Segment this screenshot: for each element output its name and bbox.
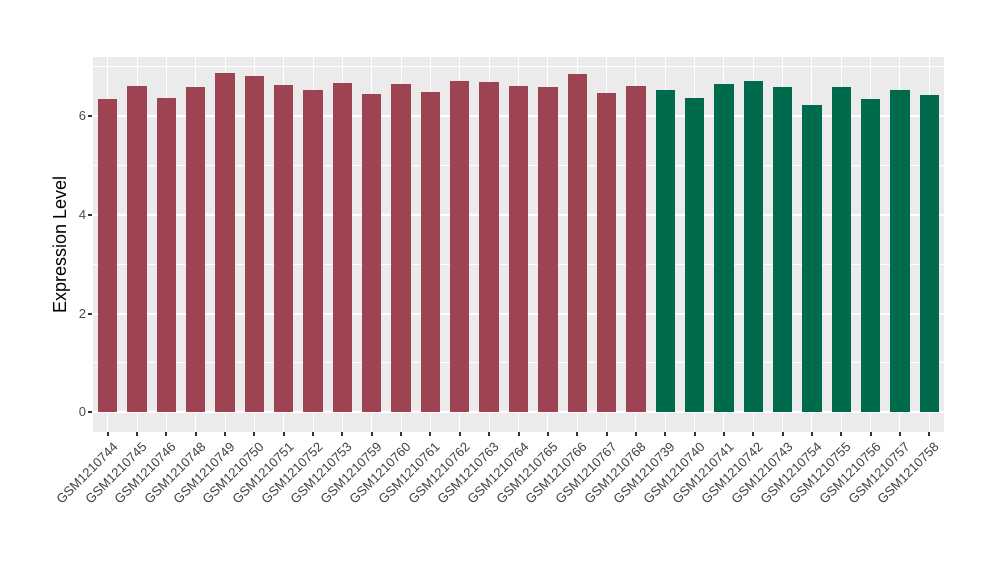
x-tick-mark — [928, 432, 931, 436]
x-tick-mark — [605, 432, 608, 436]
x-tick-mark — [664, 432, 667, 436]
x-tick-mark — [840, 432, 843, 436]
x-tick-mark — [810, 432, 813, 436]
x-tick-mark — [898, 432, 901, 436]
bar-GSM1210762 — [450, 81, 470, 413]
bar-GSM1210764 — [508, 85, 529, 413]
bar-GSM1210740 — [684, 97, 705, 413]
x-tick-mark — [781, 432, 784, 436]
x-tick-mark — [693, 432, 696, 436]
bar-GSM1210741 — [714, 83, 734, 413]
bar-GSM1210745 — [127, 85, 147, 413]
y-axis-title: Expression Level — [50, 175, 71, 314]
y-tick-label: 2 — [78, 305, 86, 321]
plot-panel — [93, 57, 944, 432]
y-tick-label: 6 — [78, 108, 86, 124]
bar-GSM1210739 — [655, 90, 675, 413]
bar-GSM1210758 — [919, 95, 939, 413]
x-tick-mark — [576, 432, 579, 436]
bar-GSM1210752 — [303, 90, 323, 413]
bar-GSM1210768 — [626, 86, 646, 413]
bar-GSM1210766 — [567, 73, 587, 413]
x-tick-mark — [869, 432, 872, 436]
y-tick-mark — [88, 411, 92, 414]
bar-GSM1210753 — [332, 83, 353, 413]
x-tick-mark — [634, 432, 637, 436]
x-tick-mark — [106, 432, 109, 436]
x-tick-mark — [253, 432, 256, 436]
x-tick-mark — [488, 432, 491, 436]
bar-GSM1210748 — [186, 87, 206, 413]
bar-GSM1210751 — [274, 84, 294, 413]
bar-GSM1210765 — [538, 86, 558, 413]
bar-GSM1210750 — [244, 76, 265, 413]
gridline-minor — [93, 66, 944, 68]
x-tick-mark — [429, 432, 432, 436]
bar-GSM1210759 — [362, 93, 382, 413]
x-tick-mark — [282, 432, 285, 436]
bar-GSM1210746 — [156, 97, 177, 413]
x-tick-mark — [722, 432, 725, 436]
x-tick-mark — [370, 432, 373, 436]
x-tick-mark — [752, 432, 755, 436]
bar-GSM1210757 — [890, 90, 910, 413]
x-tick-mark — [136, 432, 139, 436]
bar-GSM1210767 — [596, 93, 617, 413]
x-tick-mark — [194, 432, 197, 436]
bar-GSM1210761 — [420, 92, 441, 413]
x-tick-mark — [517, 432, 520, 436]
y-tick-label: 0 — [78, 404, 86, 420]
bar-GSM1210742 — [743, 81, 763, 413]
bar-GSM1210763 — [479, 81, 499, 413]
x-tick-mark — [458, 432, 461, 436]
bar-GSM1210760 — [391, 83, 411, 413]
bar-GSM1210755 — [831, 87, 851, 413]
y-tick-mark — [88, 115, 92, 118]
x-tick-mark — [341, 432, 344, 436]
y-tick-mark — [88, 213, 92, 216]
bar-GSM1210756 — [860, 98, 881, 413]
bar-GSM1210749 — [215, 72, 235, 413]
bar-GSM1210743 — [772, 87, 793, 413]
y-tick-mark — [88, 312, 92, 315]
y-tick-label: 4 — [78, 206, 86, 222]
x-tick-mark — [312, 432, 315, 436]
gridline-major — [93, 411, 944, 414]
bar-GSM1210754 — [802, 105, 822, 413]
x-tick-mark — [224, 432, 227, 436]
x-tick-mark — [546, 432, 549, 436]
x-tick-mark — [165, 432, 168, 436]
bar-GSM1210744 — [97, 99, 118, 413]
x-tick-mark — [400, 432, 403, 436]
